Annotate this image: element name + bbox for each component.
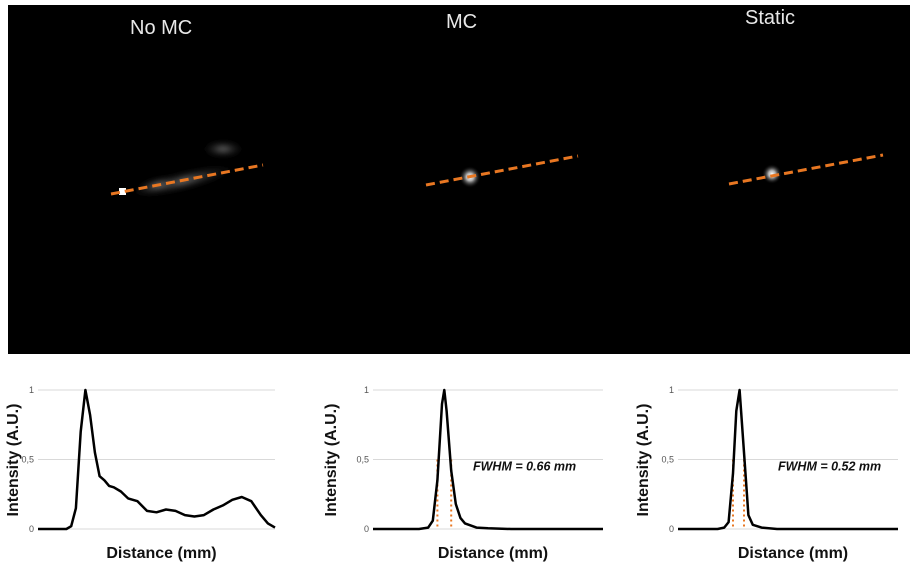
nomc-profile-line [110,163,264,196]
y-axis-label: Intensity (A.U.) [323,404,340,517]
profile-plot-nomc: 0 0,5 1 Distance (mm) Intensity (A.U.) [5,385,276,562]
profile-plot-static: 0 0,5 1 FWHM = 0.52 mm Distance (mm) Intensit… [635,385,898,562]
y-tick-label: 1 [29,385,34,395]
x-axis-label: Distance (mm) [438,545,548,562]
pet-image-svg [110,141,884,198]
profile-curve [373,388,603,531]
mc-profile-line [425,154,579,187]
y-axis-label: Intensity (A.U.) [5,404,22,517]
fwhm-annotation: FWHM = 0.52 mm [778,460,881,474]
profile-curve [38,388,276,531]
profile-plot-mc: 0 0,5 1 FWHM = 0.66 mm Distance (mm) Intensit… [323,385,603,562]
panel-title-mc: MC [446,11,478,33]
static-profile-line [728,153,884,186]
x-axis-label: Distance (mm) [106,545,216,562]
y-tick-label: 0,5 [661,455,674,465]
y-axis-label: Intensity (A.U.) [635,404,652,517]
y-tick-label: 1 [364,385,369,395]
nomc-hotspot [119,188,126,195]
x-axis-label: Distance (mm) [738,545,848,562]
profile-curve [678,388,898,531]
y-tick-label: 1 [669,385,674,395]
y-tick-label: 0,5 [356,455,369,465]
y-tick-label: 0 [364,524,369,534]
y-tick-label: 0 [29,524,34,534]
y-tick-label: 0 [669,524,674,534]
panel-title-static: Static [745,7,796,29]
panel-title-nomc: No MC [130,17,193,39]
y-tick-label: 0,5 [21,455,34,465]
fwhm-annotation: FWHM = 0.66 mm [473,460,576,474]
pet-image-panel: No MC MC Static [8,5,910,354]
static-source-spot [762,164,782,184]
